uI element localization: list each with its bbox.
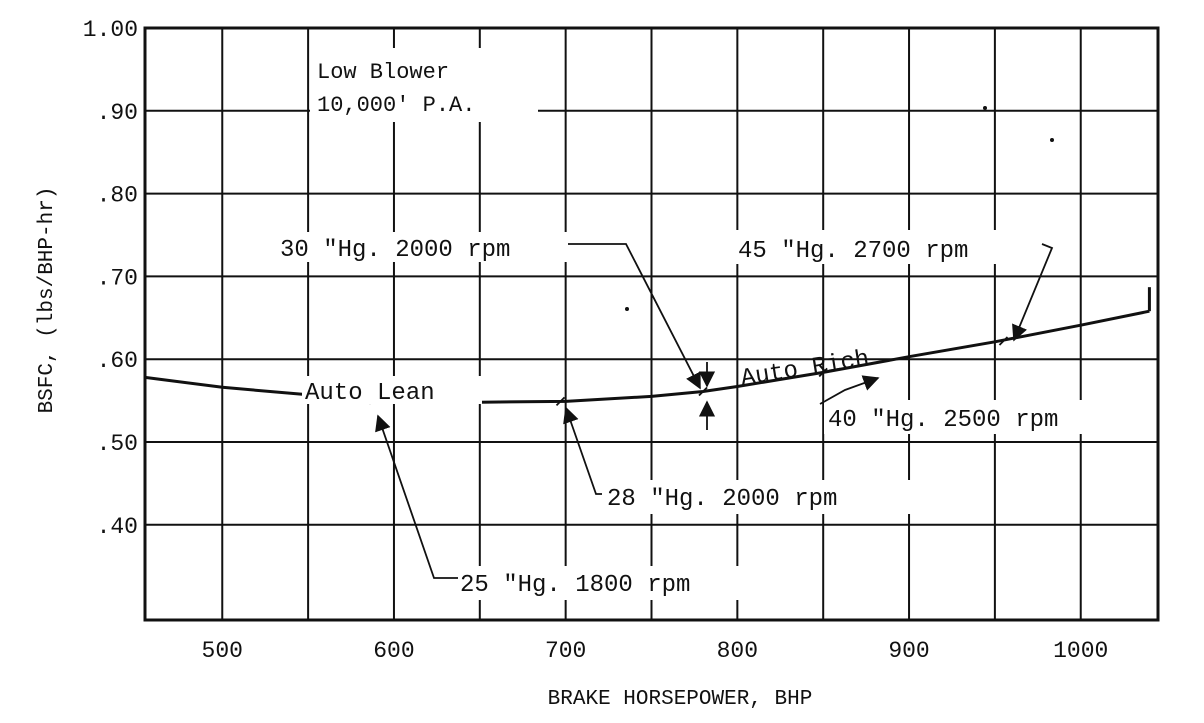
point-25-label: 25 "Hg. 1800 rpm <box>460 572 690 599</box>
x-tick-label: 700 <box>545 638 586 664</box>
y-axis-title: BSFC, (lbs/BHP-hr) <box>36 187 59 414</box>
y-tick-label: .80 <box>97 183 138 209</box>
x-tick-label: 800 <box>717 638 758 664</box>
point-45-leader <box>1012 243 1054 342</box>
point-30-label: 30 "Hg. 2000 rpm <box>280 237 510 264</box>
point-30-backdrop <box>278 232 568 262</box>
stray-dot <box>625 307 629 311</box>
point-40-leader <box>819 375 880 405</box>
point-28-backdrop <box>604 480 920 514</box>
x-axis-title: BRAKE HORSEPOWER, BHP <box>548 688 813 711</box>
point-40-label: 40 "Hg. 2500 rpm <box>828 407 1058 434</box>
bsfc-curve-layer <box>144 287 1151 407</box>
point-25-leader <box>375 414 458 579</box>
grid <box>143 26 1160 622</box>
y-tick-label: .90 <box>97 100 138 126</box>
operating-point-mark <box>555 396 566 407</box>
tick-labels: 500 600 700 800 900 1000 1.00 .90 .80 .70 .60 .50 .4… <box>83 17 1109 664</box>
point-28-leader <box>563 406 602 495</box>
x-tick-label: 900 <box>888 638 929 664</box>
condition-label-line2: 10,000' P.A. <box>317 93 475 118</box>
stray-dot <box>1050 138 1054 142</box>
point-25-backdrop <box>456 566 786 600</box>
leaders <box>375 243 1054 579</box>
y-tick-label: .60 <box>97 348 138 374</box>
x-tick-label: 500 <box>202 638 243 664</box>
y-tick-label: .70 <box>97 265 138 291</box>
point-40-backdrop <box>824 400 1148 434</box>
point-28-label: 28 "Hg. 2000 rpm <box>607 486 837 513</box>
point-45-label: 45 "Hg. 2700 rpm <box>738 238 968 265</box>
condition-label-line1: Low Blower <box>317 60 449 85</box>
y-tick-label: .40 <box>97 514 138 540</box>
y-tick-label: .50 <box>97 431 138 457</box>
operating-point-mark <box>818 367 828 378</box>
auto-rich-label: Auto Rich <box>739 346 871 393</box>
point-30-leader <box>568 243 701 390</box>
condition-label-backdrop <box>310 48 538 122</box>
plot-frame <box>143 26 1160 622</box>
x-tick-label: 1000 <box>1053 638 1108 664</box>
auto-lean-label: Auto Lean <box>305 380 435 407</box>
stray-dot <box>983 106 987 110</box>
operating-point-mark <box>698 386 708 397</box>
x-tick-label: 600 <box>373 638 414 664</box>
bsfc-curve <box>144 309 1150 404</box>
operating-point-mark <box>998 336 1009 346</box>
point-45-backdrop <box>734 230 1054 264</box>
auto-lean-backdrop <box>302 376 482 404</box>
y-tick-label: 1.00 <box>83 17 138 43</box>
